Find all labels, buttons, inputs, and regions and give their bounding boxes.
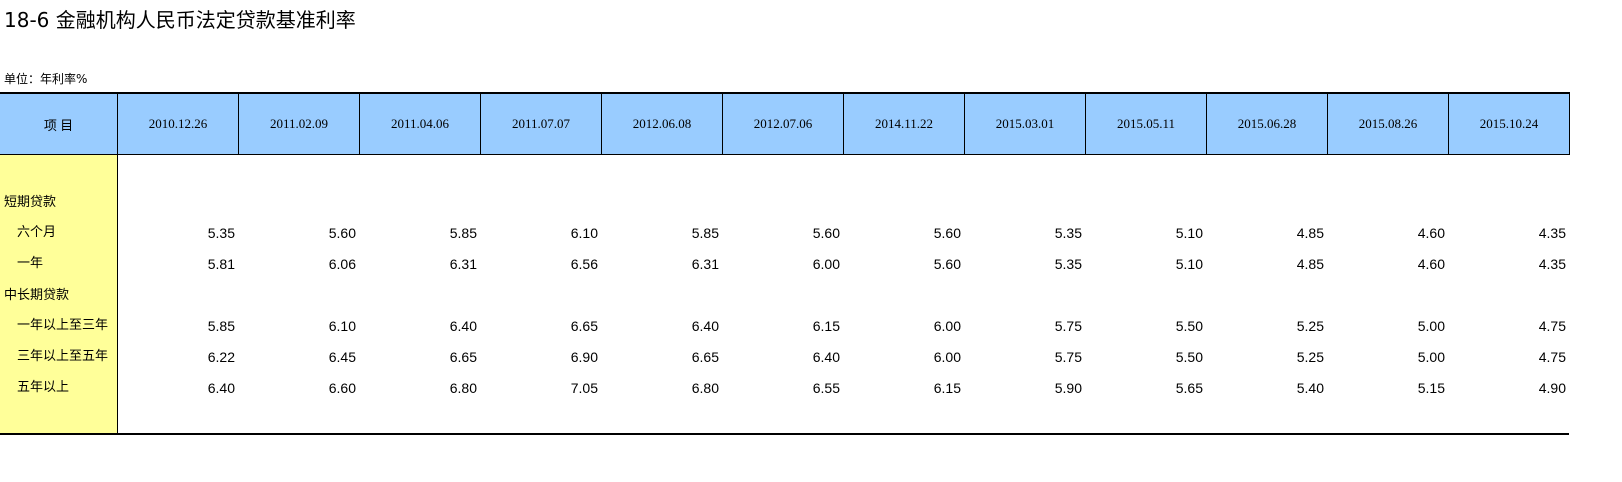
unit: 单位：年利率%: [4, 72, 88, 86]
rate-value: 5.00: [1417, 318, 1445, 334]
rate-value: 6.65: [449, 349, 477, 365]
rate-value: 6.10: [570, 225, 598, 241]
rate-value: 5.50: [1175, 349, 1203, 365]
header-cell: 2011.04.06: [360, 92, 481, 155]
header-cell: 2011.07.07: [481, 92, 602, 155]
rate-value: 6.65: [570, 318, 598, 334]
rate-value: 4.85: [1296, 256, 1324, 272]
rate-value: 5.35: [1054, 256, 1082, 272]
rate-value: 5.75: [1054, 318, 1082, 334]
rate-value: 6.60: [328, 380, 356, 396]
rate-value: 4.60: [1417, 256, 1445, 272]
rate-value: 5.15: [1417, 380, 1445, 396]
rate-value: 6.45: [328, 349, 356, 365]
header-cell: 2015.10.24: [1449, 92, 1570, 155]
rate-value: 6.80: [691, 380, 719, 396]
bottom-border: [0, 433, 1569, 435]
rate-value: 6.10: [328, 318, 356, 334]
rate-value: 5.85: [449, 225, 477, 241]
rate-value: 6.00: [812, 256, 840, 272]
row-label: 三年以上至五年: [17, 349, 109, 364]
rate-value: 5.90: [1054, 380, 1082, 396]
rate-value: 6.40: [207, 380, 235, 396]
rate-value: 5.00: [1417, 349, 1445, 365]
rate-value: 6.15: [933, 380, 961, 396]
section-label: 短期贷款: [4, 195, 57, 210]
row-label: 一年以上至三年: [17, 318, 109, 333]
rate-value: 7.05: [570, 380, 598, 396]
rate-value: 6.31: [691, 256, 719, 272]
rate-value: 4.60: [1417, 225, 1445, 241]
rate-value: 6.15: [812, 318, 840, 334]
rate-value: 6.31: [449, 256, 477, 272]
rate-value: 5.60: [933, 225, 961, 241]
section-label: 中长期贷款: [4, 288, 70, 303]
rate-value: 5.25: [1296, 349, 1324, 365]
header-cell: 2015.06.28: [1207, 92, 1328, 155]
rate-value: 6.90: [570, 349, 598, 365]
header-cell: 项 目: [0, 92, 118, 155]
rate-value: 6.22: [207, 349, 235, 365]
rate-value: 4.35: [1538, 225, 1566, 241]
rate-value: 6.40: [449, 318, 477, 334]
row-label: 一年: [17, 256, 44, 271]
rate-value: 4.90: [1538, 380, 1566, 396]
rate-value: 6.40: [691, 318, 719, 334]
rate-value: 5.50: [1175, 318, 1203, 334]
header-cell: 2012.06.08: [602, 92, 723, 155]
header-cell: 2012.07.06: [723, 92, 844, 155]
rate-value: 6.00: [933, 349, 961, 365]
rate-table: 项 目 2010.12.26 2011.02.09 2011.04.06 2011.07…: [0, 92, 1570, 435]
header-cell: 2014.11.22: [844, 92, 965, 155]
rate-value: 6.65: [691, 349, 719, 365]
rate-value: 6.55: [812, 380, 840, 396]
rate-value: 5.65: [1175, 380, 1203, 396]
header-cell: 2015.08.26: [1328, 92, 1449, 155]
rate-value: 5.10: [1175, 256, 1203, 272]
rate-value: 6.56: [570, 256, 598, 272]
header-cell: 2010.12.26: [118, 92, 239, 155]
rate-value: 5.40: [1296, 380, 1324, 396]
rate-value: 5.75: [1054, 349, 1082, 365]
title: 18-6 金融机构人民币法定贷款基准利率: [4, 8, 356, 32]
rate-value: 4.35: [1538, 256, 1566, 272]
header-cell: 2011.02.09: [239, 92, 360, 155]
rate-value: 5.10: [1175, 225, 1203, 241]
rate-value: 5.85: [207, 318, 235, 334]
rate-value: 5.81: [207, 256, 235, 272]
header-cell: 2015.03.01: [965, 92, 1086, 155]
rate-value: 6.80: [449, 380, 477, 396]
label-column: [0, 155, 118, 434]
row-label: 六个月: [17, 225, 57, 240]
rate-value: 5.25: [1296, 318, 1324, 334]
rate-value: 6.00: [933, 318, 961, 334]
rate-value: 5.85: [691, 225, 719, 241]
rate-value: 6.40: [812, 349, 840, 365]
row-label: 五年以上: [17, 380, 70, 395]
rate-value: 5.60: [812, 225, 840, 241]
rate-value: 6.06: [328, 256, 356, 272]
rate-value: 5.60: [933, 256, 961, 272]
rate-value: 4.75: [1538, 318, 1566, 334]
rate-value: 4.75: [1538, 349, 1566, 365]
rate-value: 5.35: [1054, 225, 1082, 241]
rate-value: 5.35: [207, 225, 235, 241]
rate-value: 5.60: [328, 225, 356, 241]
header-cell: 2015.05.11: [1086, 92, 1207, 155]
rate-value: 4.85: [1296, 225, 1324, 241]
